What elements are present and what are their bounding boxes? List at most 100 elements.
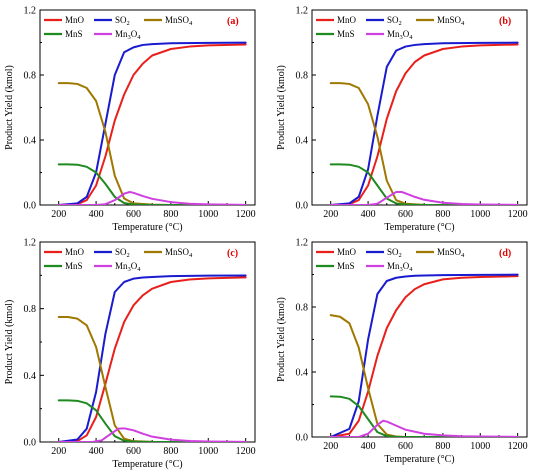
legend-label-so2: SO2	[387, 15, 402, 27]
y-tick-label: 1.2	[296, 6, 309, 17]
x-tick-label: 1000	[470, 209, 490, 220]
legend-label-main: Mn	[387, 261, 400, 271]
legend-label-main: Mn	[387, 29, 400, 39]
legend-label-subscript: 2	[399, 252, 402, 259]
y-tick-label: 1.2	[24, 6, 37, 17]
legend-label-main: MnSO	[165, 247, 190, 257]
legend-label-mnso4: MnSO4	[437, 247, 465, 259]
series-line-mn3o4	[57, 427, 247, 442]
legend-label-subscript: 2	[127, 20, 130, 27]
y-tick-label: 0.4	[296, 368, 309, 379]
x-tick-label: 400	[361, 441, 376, 452]
legend-label-subscript: 3	[400, 34, 403, 41]
series-line-mno	[57, 43, 247, 205]
series-line-mno	[329, 43, 519, 205]
y-tick-label: 0.0	[24, 201, 37, 212]
legend-label-subscript: 3	[128, 266, 131, 273]
x-tick-label: 800	[435, 209, 450, 220]
series-line-so2	[329, 41, 519, 205]
legend-label-mnso4: MnSO4	[437, 15, 465, 27]
series-line-so2	[57, 274, 247, 442]
legend-label-tail: O	[403, 29, 410, 39]
x-tick-label: 1200	[508, 209, 528, 220]
panel-label: (a)	[227, 16, 239, 27]
legend-label-main: MnSO	[165, 15, 190, 25]
legend-label-mn3o4: Mn3O4	[115, 261, 141, 273]
legend-label-main: MnO	[65, 15, 85, 25]
legend-label-main: MnO	[337, 247, 357, 257]
panel-label: (d)	[499, 248, 511, 259]
legend-label-tail: O	[131, 29, 138, 39]
legend-label-subscript: 2	[399, 20, 402, 27]
legend-label-mno: MnO	[65, 15, 85, 25]
y-axis-title: Product Yield (kmol)	[4, 65, 15, 150]
y-tick-label: 0.0	[296, 201, 309, 212]
panel-c: 200 400 600 800 1000 1200 0.0 0.4 0.8 1.2 Temperat…	[4, 238, 256, 471]
x-axis-title: Temperature (°C)	[384, 454, 454, 465]
x-tick-label: 600	[126, 446, 141, 457]
y-tick-label: 0.4	[24, 371, 37, 382]
series-line-mno	[57, 276, 247, 442]
legend-label-mn3o4: Mn3O4	[387, 29, 413, 41]
x-tick-label: 600	[398, 209, 413, 220]
legend-label-main: MnSO	[437, 247, 462, 257]
y-tick-label: 0.0	[296, 433, 309, 444]
x-axis-title: Temperature (°C)	[384, 222, 454, 233]
series-line-mn3o4	[329, 191, 519, 205]
legend-label-subscript: 4	[409, 266, 413, 273]
series-line-mn3o4	[329, 419, 519, 437]
legend-label-main: MnS	[337, 29, 355, 39]
x-tick-label: 400	[89, 209, 104, 220]
legend-label-main: MnO	[337, 15, 357, 25]
y-tick-label: 0.0	[24, 438, 37, 449]
x-tick-label: 200	[51, 209, 66, 220]
series-line-so2	[329, 273, 519, 437]
legend-label-mnso4: MnSO4	[165, 15, 193, 27]
plot-frame	[39, 241, 256, 443]
series-line-mns	[329, 163, 519, 205]
panel-label: (b)	[499, 16, 511, 27]
series-line-mn3o4	[57, 191, 247, 205]
x-tick-label: 600	[126, 209, 141, 220]
plot-frame	[311, 241, 528, 438]
series-line-mno	[329, 275, 519, 437]
x-axis-title: Temperature (°C)	[112, 459, 182, 470]
legend-label-main: MnSO	[437, 15, 462, 25]
series-line-mns	[57, 399, 247, 442]
y-tick-label: 0.4	[296, 136, 309, 147]
series-line-mnso4	[329, 314, 519, 437]
y-tick-label: 0.8	[24, 304, 37, 315]
legend-label-subscript: 4	[189, 252, 193, 259]
legend-label-subscript: 2	[127, 252, 130, 259]
legend-label-mns: MnS	[65, 29, 83, 39]
series-line-mnso4	[57, 82, 247, 205]
legend-label-main: MnS	[65, 261, 83, 271]
legend-label-subscript: 3	[128, 34, 131, 41]
legend-label-subscript: 4	[461, 20, 465, 27]
legend-label-main: Mn	[115, 261, 128, 271]
x-tick-label: 800	[163, 446, 178, 457]
legend-label-tail: O	[403, 261, 410, 271]
y-tick-label: 1.2	[24, 238, 37, 249]
x-tick-label: 1200	[236, 209, 256, 220]
x-tick-label: 1200	[236, 446, 256, 457]
plot-frame	[311, 9, 528, 206]
legend-label-subscript: 4	[137, 266, 141, 273]
legend-label-main: MnS	[337, 261, 355, 271]
legend-label-so2: SO2	[115, 15, 130, 27]
series-line-so2	[57, 41, 247, 205]
legend-label-so2: SO2	[387, 247, 402, 259]
legend-label-main: SO	[387, 15, 399, 25]
y-axis-title: Product Yield (kmol)	[4, 300, 15, 385]
series-line-mnso4	[329, 82, 519, 205]
x-tick-label: 1200	[508, 441, 528, 452]
x-tick-label: 600	[398, 441, 413, 452]
x-tick-label: 400	[89, 446, 104, 457]
x-tick-label: 200	[51, 446, 66, 457]
legend-label-subscript: 3	[400, 266, 403, 273]
x-tick-label: 1000	[470, 441, 490, 452]
legend-label-subscript: 4	[409, 34, 413, 41]
legend-label-tail: O	[131, 261, 138, 271]
legend-label-subscript: 4	[137, 34, 141, 41]
legend-label-mns: MnS	[337, 29, 355, 39]
